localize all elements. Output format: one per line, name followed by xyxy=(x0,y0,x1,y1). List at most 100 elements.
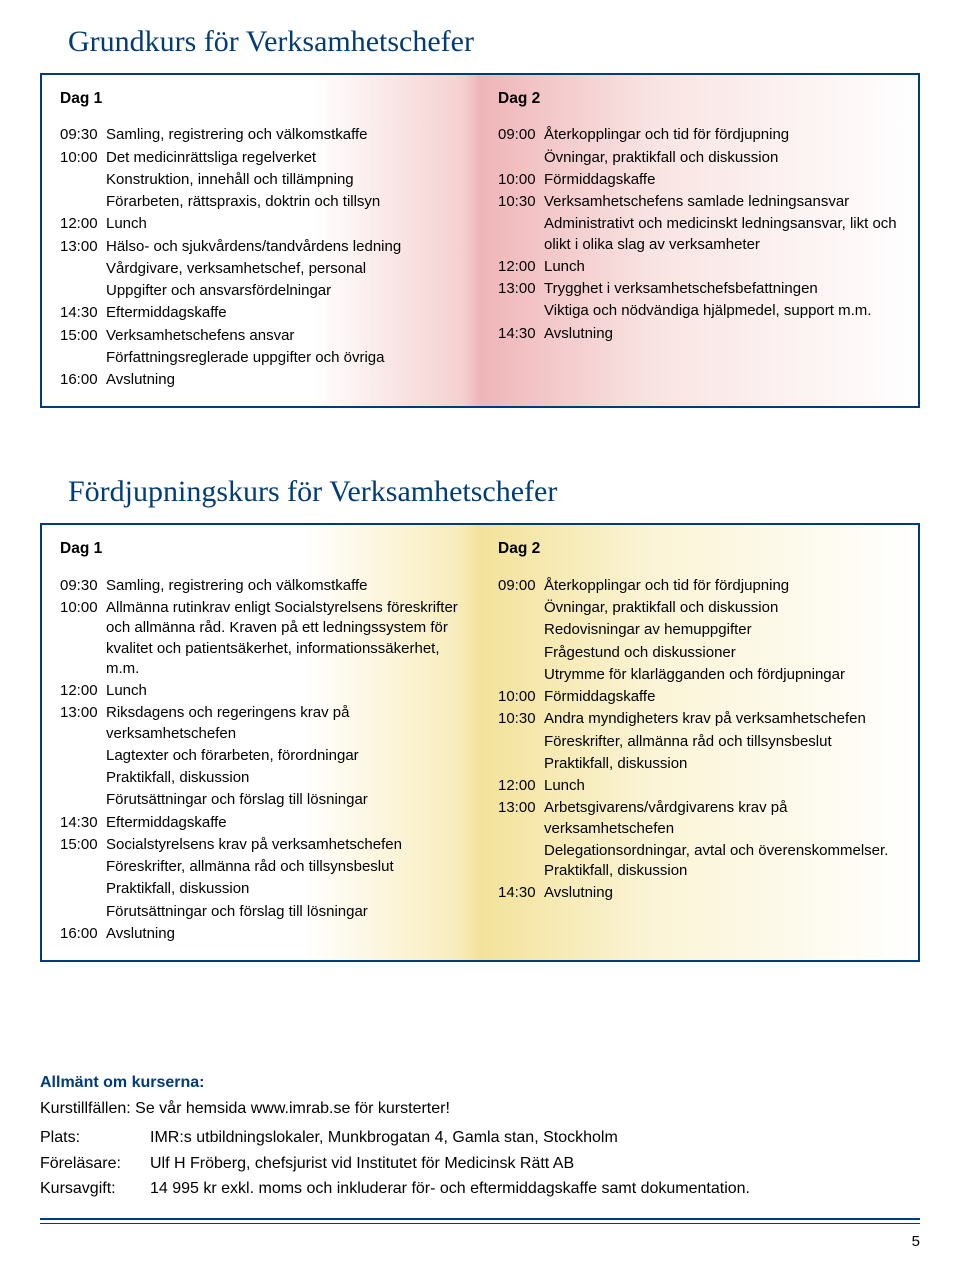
time: 14:30 xyxy=(498,883,544,903)
time: 09:30 xyxy=(60,125,106,145)
footer-head: Allmänt om kurserna: xyxy=(40,1072,920,1094)
description: Verksamhetschefens samlade lednings­ansv… xyxy=(544,192,906,212)
schedule-row: Praktikfall, diskussion xyxy=(498,754,906,774)
schedule-row: 10:00Allmänna rutinkrav enligt Socialsty… xyxy=(60,598,468,679)
description: Praktikfall, diskussion xyxy=(106,879,468,899)
time xyxy=(60,790,106,810)
schedule-row: 09:30Samling, registrering och välkomstk… xyxy=(60,576,468,596)
footer-line1: Kurstillfällen: Se vår hemsida www.imrab… xyxy=(40,1098,920,1120)
course-1-dag2: Dag 2 09:00Återkopplingar och tid för fö… xyxy=(480,75,918,407)
time: 14:30 xyxy=(60,813,106,833)
schedule-row: 09:30Samling, registrering och välkomstk… xyxy=(60,125,468,145)
schedule-row: Förutsättningar och förslag till lösning… xyxy=(60,902,468,922)
time: 10:30 xyxy=(498,192,544,212)
time: 13:00 xyxy=(60,237,106,257)
description: Eftermiddagskaffe xyxy=(106,813,468,833)
time: 10:30 xyxy=(498,709,544,729)
course-2-dag2: Dag 2 09:00Återkopplingar och tid för fö… xyxy=(480,525,918,960)
schedule-row: Frågestund och diskussioner xyxy=(498,643,906,663)
course-2-dag2-rows: 09:00Återkopplingar och tid för fördjupn… xyxy=(498,576,906,904)
description: Avslutning xyxy=(544,883,906,903)
time: 12:00 xyxy=(60,681,106,701)
course-1-schedule: Dag 1 09:30Samling, registrering och väl… xyxy=(40,73,920,409)
description: Lunch xyxy=(106,214,468,234)
description: Avslutning xyxy=(106,370,468,390)
description: Lunch xyxy=(544,257,906,277)
schedule-row: 12:00Lunch xyxy=(60,214,468,234)
description: Föreskrifter, allmänna råd och tillsyns­… xyxy=(544,732,906,752)
course-1-dag1: Dag 1 09:30Samling, registrering och väl… xyxy=(42,75,480,407)
footer-row: Plats:IMR:s utbildningslokaler, Munkbrog… xyxy=(40,1127,920,1149)
course-2-schedule: Dag 1 09:30Samling, registrering och väl… xyxy=(40,523,920,962)
time: 16:00 xyxy=(60,370,106,390)
course-1: Grundkurs för Verksamhetschefer Dag 1 09… xyxy=(40,22,920,408)
footer: Allmänt om kurserna: Kurstillfällen: Se … xyxy=(40,1072,920,1252)
schedule-row: 16:00Avslutning xyxy=(60,924,468,944)
time xyxy=(498,214,544,255)
description: Socialstyrelsens krav på verksamhetschef… xyxy=(106,835,468,855)
time: 15:00 xyxy=(60,326,106,346)
time: 12:00 xyxy=(498,257,544,277)
schedule-row: Viktiga och nödvändiga hjälpmedel, suppo… xyxy=(498,301,906,321)
description: Frågestund och diskussioner xyxy=(544,643,906,663)
description: Konstruktion, innehåll och tillämpning xyxy=(106,170,468,190)
schedule-row: 13:00Riksdagens och regeringens krav på … xyxy=(60,703,468,744)
schedule-row: Praktikfall, diskussion xyxy=(60,768,468,788)
schedule-row: Delegationsordningar, avtal och överensk… xyxy=(498,841,906,882)
schedule-row: Förutsättningar och förslag till lösning… xyxy=(60,790,468,810)
schedule-row: Utrymme för klarlägganden och fördjupnin… xyxy=(498,665,906,685)
description: Praktikfall, diskussion xyxy=(544,754,906,774)
schedule-row: 12:00Lunch xyxy=(498,257,906,277)
time xyxy=(60,348,106,368)
schedule-row: 13:00Arbetsgivarens/vårdgivarens krav på… xyxy=(498,798,906,839)
footer-rows: Plats:IMR:s utbildningslokaler, Munkbrog… xyxy=(40,1127,920,1200)
page-number: 5 xyxy=(40,1232,920,1252)
description: Praktikfall, diskussion xyxy=(106,768,468,788)
dag1-label: Dag 1 xyxy=(60,539,468,560)
course-2-dag1-rows: 09:30Samling, registrering och välkomstk… xyxy=(60,576,468,944)
description: Riksdagens och regeringens krav på verks… xyxy=(106,703,468,744)
schedule-row: Vårdgivare, verksamhetschef, personal xyxy=(60,259,468,279)
hr-thick xyxy=(40,1218,920,1220)
description: Allmänna rutinkrav enligt Socialstyrelse… xyxy=(106,598,468,679)
description: Avslutning xyxy=(106,924,468,944)
description: Samling, registrering och välkomstkaffe xyxy=(106,125,468,145)
schedule-row: 13:00Trygghet i verksamhetschefsbefatt­n… xyxy=(498,279,906,299)
description: Återkopplingar och tid för fördjupning xyxy=(544,576,906,596)
schedule-row: Övningar, praktikfall och diskussion xyxy=(498,598,906,618)
schedule-row: 14:30Eftermiddagskaffe xyxy=(60,303,468,323)
description: Förutsättningar och förslag till lösning… xyxy=(106,790,468,810)
schedule-row: 09:00Återkopplingar och tid för fördjupn… xyxy=(498,125,906,145)
time xyxy=(498,301,544,321)
schedule-row: Administrativt och medicinskt lednings­a… xyxy=(498,214,906,255)
schedule-row: 10:00Det medicinrättsliga regelverket xyxy=(60,148,468,168)
time: 13:00 xyxy=(498,798,544,839)
description: Lunch xyxy=(544,776,906,796)
course-1-dag2-rows: 09:00Återkopplingar och tid för fördjupn… xyxy=(498,125,906,344)
description: Utrymme för klarlägganden och fördjupnin… xyxy=(544,665,906,685)
time xyxy=(60,192,106,212)
dag2-label: Dag 2 xyxy=(498,89,906,110)
description: Eftermiddagskaffe xyxy=(106,303,468,323)
schedule-row: 16:00Avslutning xyxy=(60,370,468,390)
time: 15:00 xyxy=(60,835,106,855)
time: 12:00 xyxy=(60,214,106,234)
schedule-row: 14:30Eftermiddagskaffe xyxy=(60,813,468,833)
time xyxy=(498,620,544,640)
footer-row: Föreläsare:Ulf H Fröberg, chefsjurist vi… xyxy=(40,1153,920,1175)
description: Vårdgivare, verksamhetschef, personal xyxy=(106,259,468,279)
time: 13:00 xyxy=(498,279,544,299)
schedule-row: 10:30Andra myndigheters krav på verksamh… xyxy=(498,709,906,729)
description: Förutsättningar och förslag till lösning… xyxy=(106,902,468,922)
schedule-row: 12:00Lunch xyxy=(60,681,468,701)
description: Trygghet i verksamhetschefsbefatt­ningen xyxy=(544,279,906,299)
time: 09:00 xyxy=(498,576,544,596)
description: Lunch xyxy=(106,681,468,701)
description: Redovisningar av hemuppgifter xyxy=(544,620,906,640)
schedule-row: 10:00Förmiddagskaffe xyxy=(498,687,906,707)
course-2: Fördjupningskurs för Verksamhetschefer D… xyxy=(40,472,920,962)
schedule-row: 14:30Avslutning xyxy=(498,324,906,344)
schedule-row: Redovisningar av hemuppgifter xyxy=(498,620,906,640)
time: 13:00 xyxy=(60,703,106,744)
schedule-row: 10:30Verksamhetschefens samlade lednings… xyxy=(498,192,906,212)
